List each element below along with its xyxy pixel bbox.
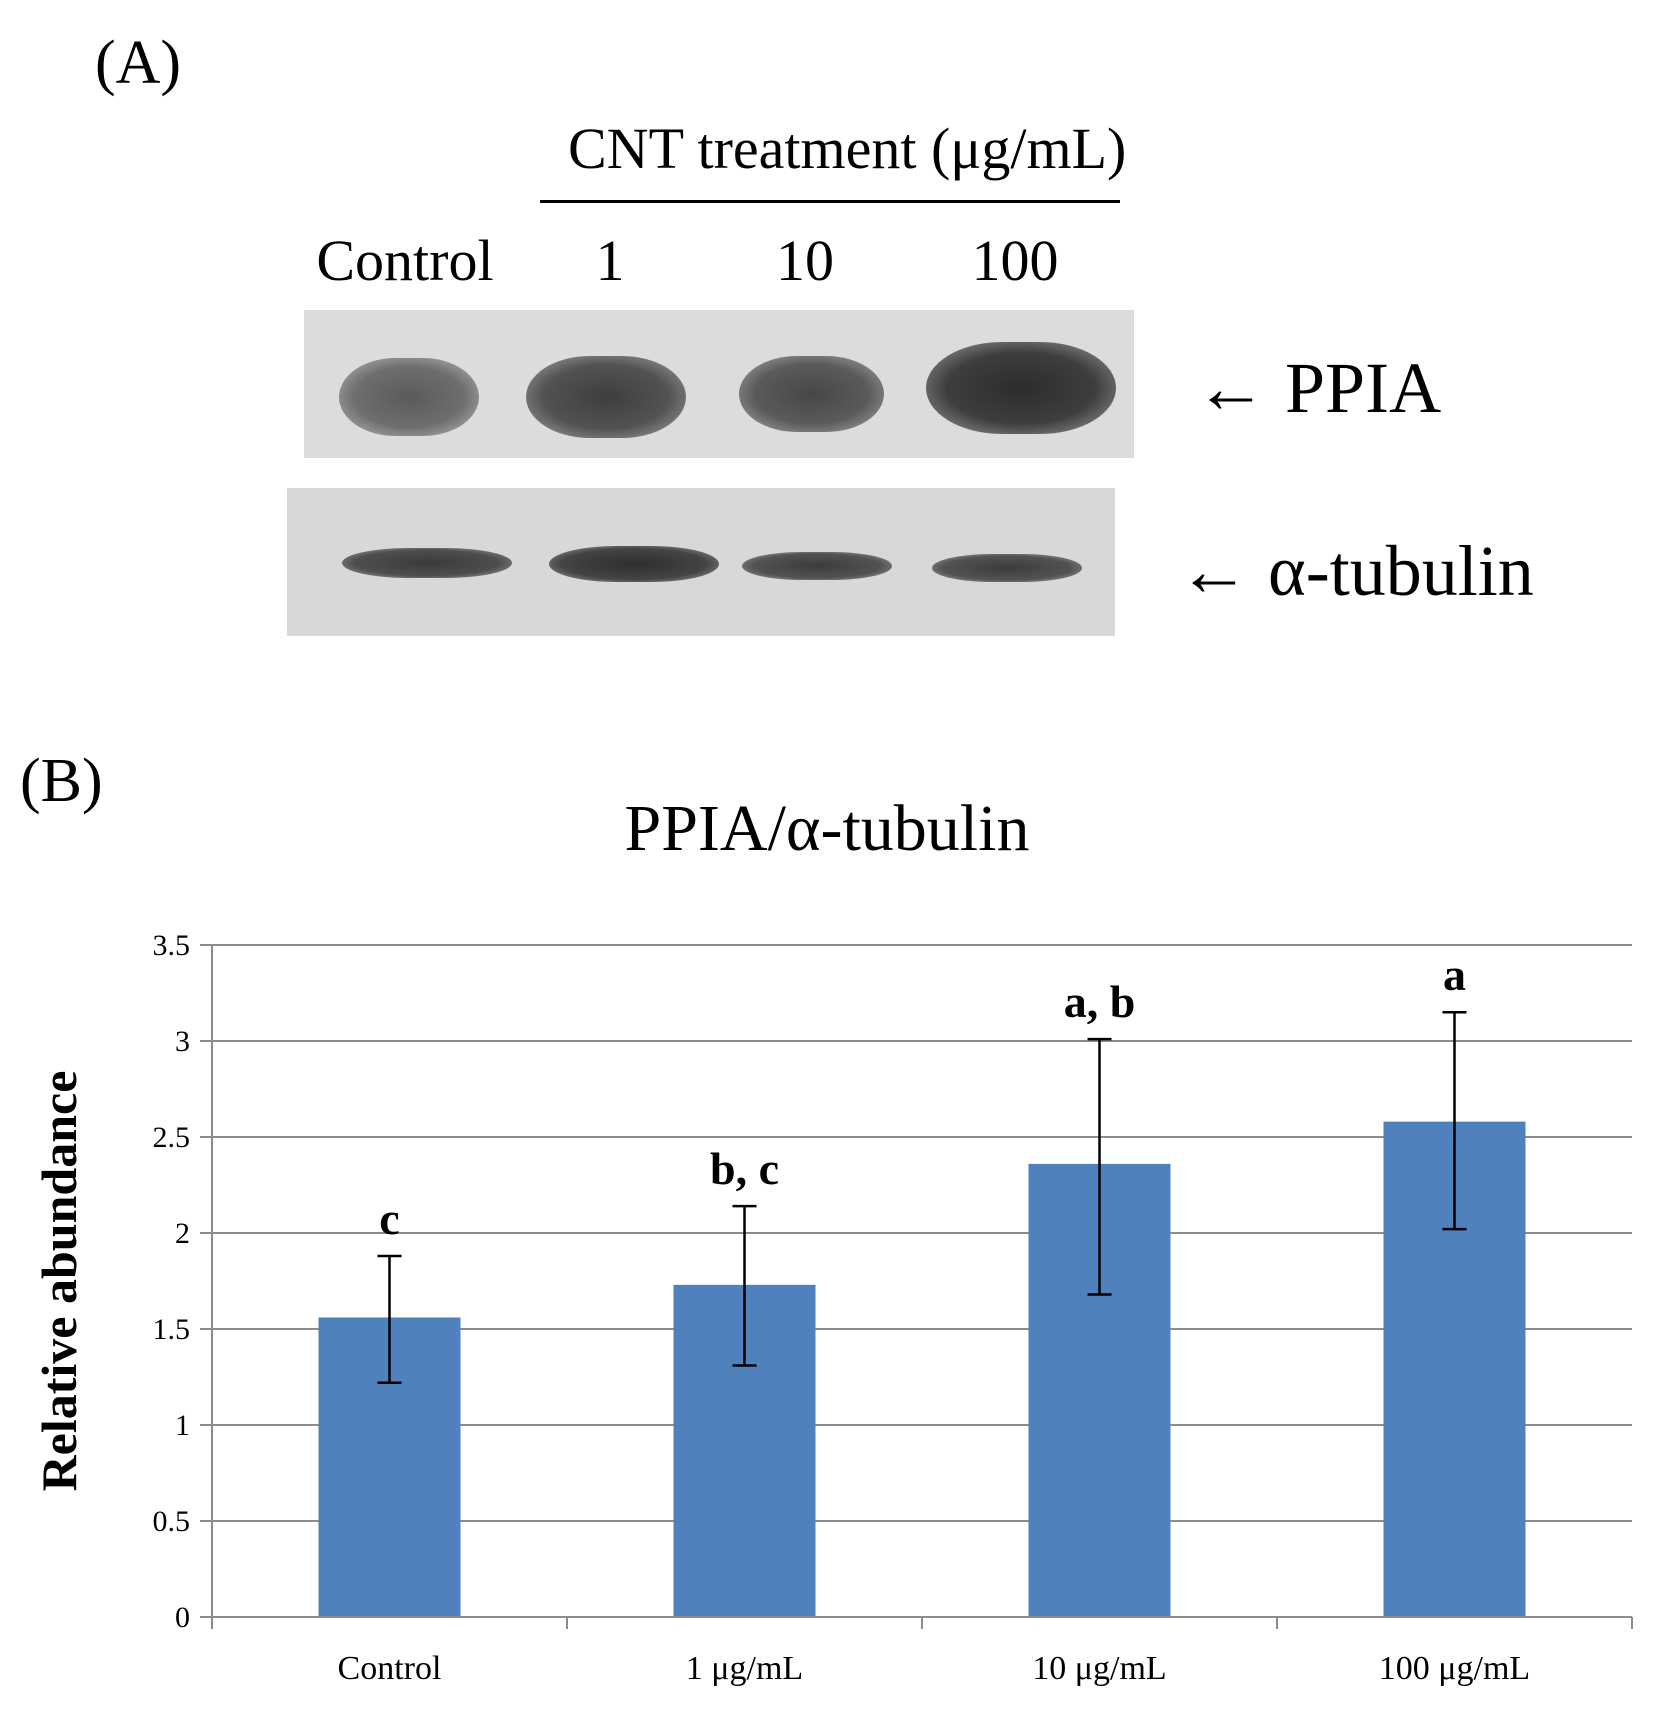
lane-label-10: 10 <box>776 228 834 293</box>
tubulin-band-100 <box>932 554 1082 582</box>
y-tick-label: 1 <box>175 1409 190 1442</box>
tubulin-label: ← α-tubulin <box>1178 531 1534 611</box>
axes <box>200 944 1633 1629</box>
chart-title: PPIA/α-tubulin <box>625 792 1030 865</box>
tubulin-band-control <box>342 548 512 578</box>
y-tick-label: 0.5 <box>153 1505 191 1538</box>
x-category-label: 100 μg/mL <box>1379 1650 1530 1687</box>
ppia-band-10 <box>739 356 884 432</box>
ppia-blot <box>304 310 1134 458</box>
x-category-label: Control <box>338 1650 442 1687</box>
lane-label-control: Control <box>316 228 494 293</box>
x-category-label: 10 μg/mL <box>1032 1650 1166 1687</box>
panel-b-label: (B) <box>20 747 103 815</box>
y-axis-title: Relative abundance <box>31 1071 87 1492</box>
y-tick-label: 3 <box>175 1025 190 1058</box>
y-tick-label: 3.5 <box>153 929 191 962</box>
labels: 0 0.5 1 1.5 2 2.5 3 3.5 c Control b, c 1 μg/mL a, b 1… <box>153 929 1531 1687</box>
y-tick-label: 0 <box>175 1601 190 1634</box>
y-tick-label: 2.5 <box>153 1121 191 1154</box>
bar-chart: PPIA/α-tubulin Relative abundance 0 0.5 1 1… <box>31 792 1633 1687</box>
treatment-underline <box>540 200 1120 203</box>
tubulin-blot <box>287 488 1115 636</box>
ppia-band-100 <box>926 342 1116 434</box>
error-bars <box>377 1010 1467 1385</box>
panel-a-label: (A) <box>95 29 182 97</box>
lane-label-1: 1 <box>595 228 625 293</box>
bars <box>318 1121 1526 1617</box>
treatment-header: CNT treatment (μg/mL) <box>568 116 1127 181</box>
significance-label: a <box>1443 949 1466 1000</box>
ppia-label: ← PPIA <box>1195 348 1442 428</box>
tubulin-band-1 <box>549 546 719 582</box>
significance-label: a, b <box>1064 976 1136 1027</box>
significance-label: c <box>379 1193 399 1244</box>
significance-label: b, c <box>710 1143 779 1194</box>
ppia-band-1 <box>526 356 686 438</box>
x-category-label: 1 μg/mL <box>686 1650 803 1687</box>
y-tick-label: 2 <box>175 1217 190 1250</box>
tubulin-band-10 <box>742 552 892 580</box>
y-tick-label: 1.5 <box>153 1313 191 1346</box>
lane-label-100: 100 <box>971 228 1059 293</box>
ppia-band-control <box>339 358 479 436</box>
